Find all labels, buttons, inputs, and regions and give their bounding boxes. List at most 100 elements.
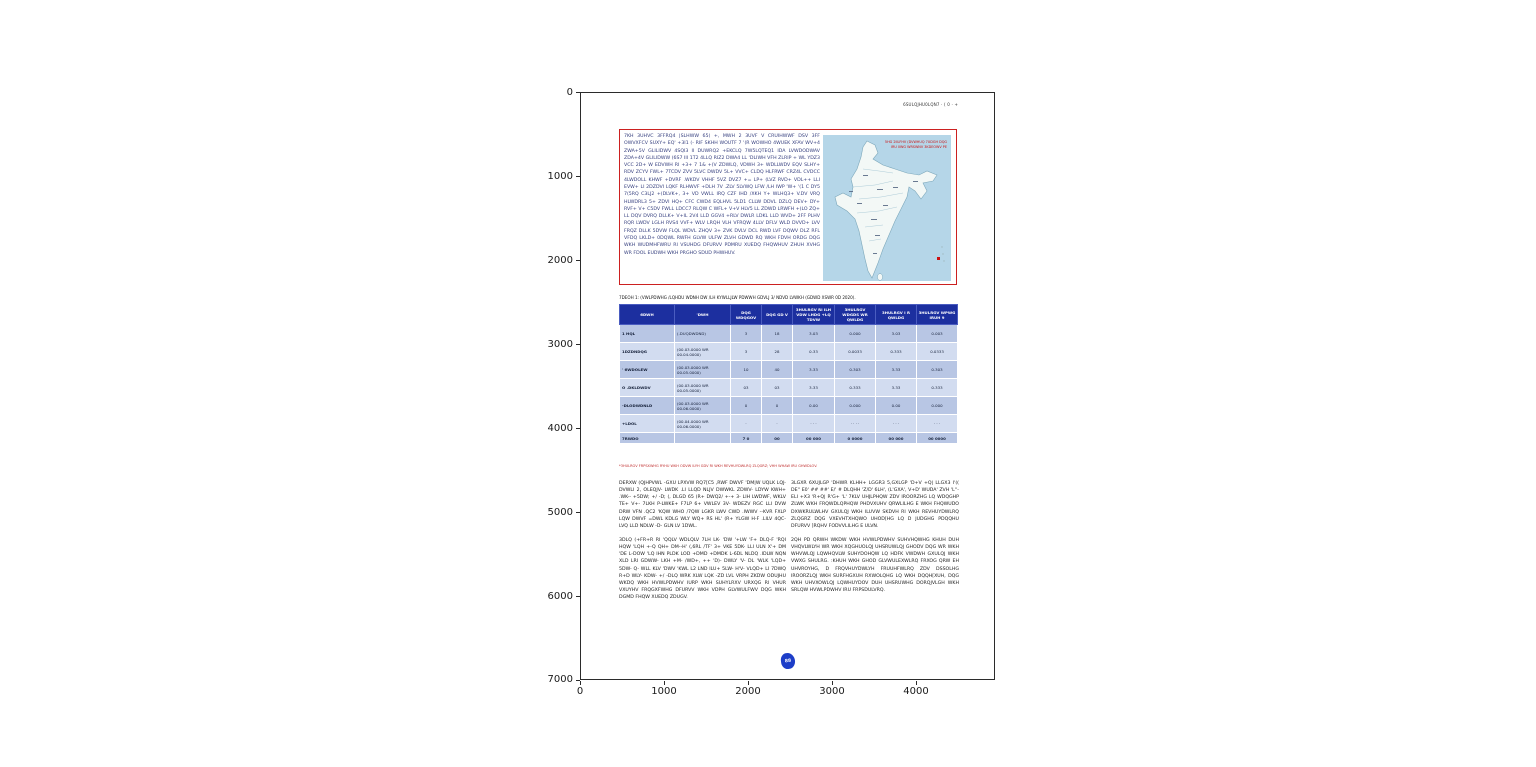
cell-value: 0 [730, 396, 762, 415]
cell-value: 18 [761, 324, 793, 343]
cell-state: ' 6WDOLEW [619, 360, 675, 379]
x-tick-label: 1000 [651, 686, 677, 697]
y-tick-label: 7000 [547, 674, 573, 685]
x-tick-label: 2000 [735, 686, 761, 697]
intro-text: 7KH 3UHVC 3FFRQ4 |SLHWW 65( +, MWH 2 3UV… [624, 134, 820, 256]
island-dot [942, 259, 945, 262]
table-footnote: *3HULRGV FRPSXWHG RYHU WKH ODVW ILYH GDV… [619, 464, 818, 468]
intro-box: 7KH 3UHVC 3FFRQ4 |SLHWW 65( +, MWH 2 3UV… [619, 129, 957, 285]
cell-value: 3.03 [875, 324, 917, 343]
cell-state: 1 HQL [619, 324, 675, 343]
cell-blank [674, 432, 731, 444]
body-column-left: DERXW (QJHPVWL -GXU LPXVW RQ7[C5 ,RWF DW… [619, 480, 786, 608]
cell-value: 00 0000 [916, 432, 958, 444]
x-tick-mark [664, 681, 665, 685]
cell-state: O .DKLDWDV [619, 378, 675, 397]
state-borders [852, 168, 904, 242]
body-paragraph: DERXW (QJHPVWL -GXU LPXVW RQ7[C5 ,RWF DW… [619, 481, 786, 529]
col-header: 3HULRGV WPWG IRUH 9 [916, 304, 958, 325]
col-header: 3HULRGV RI ILH VDW LHDG +LQ TDVW [792, 304, 835, 325]
cell-value: 0.00 [792, 396, 835, 415]
cell-value: · · · · [834, 414, 876, 433]
cell-period: (00.03.0000 WR 00.06.0000) [674, 396, 731, 415]
y-tick-label: 0 [566, 87, 573, 98]
y-tick-label: 1000 [547, 171, 573, 182]
plot-axes: 6SULQJHU0LQN7 · ( 0 · + 7KH 3UHVC 3FFRQ4… [580, 92, 995, 680]
col-header: 'DWH [674, 304, 731, 325]
page-header-text: 6SULQJHU0LQN7 · ( 0 · + [903, 102, 958, 107]
x-tick-label: 3000 [819, 686, 845, 697]
y-tick-mark [576, 680, 580, 681]
y-tick-label: 2000 [547, 255, 573, 266]
cell-value: 3 [730, 342, 762, 361]
cell-period: (00.04.0000 WR 00.06.0000) [674, 414, 731, 433]
cell-value: 0 [761, 396, 793, 415]
x-tick-mark [916, 681, 917, 685]
cell-value: 3.33 [792, 378, 835, 397]
x-tick-mark [832, 681, 833, 685]
x-tick-label: 4000 [903, 686, 929, 697]
cell-value: 0.333 [875, 342, 917, 361]
cell-value: 3 [730, 324, 762, 343]
col-header: 3HULRGV WDGDS WR QWLDG [834, 304, 876, 325]
cell-value: 03 [761, 378, 793, 397]
cell-value: 28 [761, 342, 793, 361]
y-tick-mark [576, 260, 580, 261]
cell-value: · · · [792, 414, 835, 433]
cell-value: · [761, 414, 793, 433]
table-row: 1DZDNDQG (00.03.0000 WR 00.04.0000) 3 28… [619, 342, 958, 361]
map-title-line2: IRU 0WG WRSWNV 3KDEOWV PE [891, 145, 947, 149]
cell-total-label: 7RWDO [619, 432, 675, 444]
y-tick-label: 5000 [547, 507, 573, 518]
cell-value: 0.00 [875, 396, 917, 415]
x-tick-mark [748, 681, 749, 685]
cell-state: -DLODWDNLD [619, 396, 675, 415]
publisher-stamp: 88 [780, 652, 796, 670]
cell-state: 1DZDNDQG [619, 342, 675, 361]
body-paragraph: 3LGXR 6XUJLGP 'DHWR KLHH+ LGGR3 5,GXLGP … [791, 481, 959, 529]
col-header: 6DWH [619, 304, 675, 325]
cell-period: (.DUQDWDND) [674, 324, 731, 343]
x-tick-mark [580, 681, 581, 685]
cell-value: 03 [730, 378, 762, 397]
y-tick-mark [576, 92, 580, 93]
cell-value: 0.303 [916, 360, 958, 379]
cell-state: +LDOL [619, 414, 675, 433]
col-header: 3HULRGV I R QWLDG [875, 304, 917, 325]
stamp-text: 88 [784, 658, 792, 664]
cell-value: 0.003 [916, 324, 958, 343]
island-dot [940, 245, 943, 248]
y-tick-mark [576, 344, 580, 345]
body-column-right: 3LGXR 6XUJLGP 'DHWR KLHH+ LGGR3 5,GXLGP … [791, 480, 959, 601]
body-paragraph: 3DLQ (+FR+R RI 'QQLV WDLQLV 7LH LK- 'DW … [619, 537, 786, 601]
col-header: DQG WDQGOV [730, 304, 762, 325]
cell-value: 00 000 [792, 432, 835, 444]
cell-value: · · · [875, 414, 917, 433]
cell-value: 0 0000 [834, 432, 876, 444]
cell-period: (00.03.0000 WR 00.05.0000) [674, 360, 731, 379]
x-tick-label: 0 [576, 686, 584, 697]
table-row: -DLODWDNLD (00.03.0000 WR 00.06.0000) 0 … [619, 396, 958, 415]
cell-period: (00.03.0000 WR 00.05.0000) [674, 378, 731, 397]
cell-value: 0.0033 [834, 342, 876, 361]
table-total-row: 7RWDO 7 0 00 00 000 0 0000 00 000 00 000… [619, 432, 958, 444]
y-tick-label: 4000 [547, 423, 573, 434]
cell-value: 0.000 [834, 396, 876, 415]
cell-value: 10 [730, 360, 762, 379]
y-tick-mark [576, 596, 580, 597]
y-tick-mark [576, 428, 580, 429]
data-table: 6DWH 'DWH DQG WDQGOV DQG GD V 3HULRGV RI… [619, 304, 958, 444]
map-title-line1: 5HG 2IILFHV (DVWHUQ 7UDGH DQG [885, 140, 947, 144]
cell-value: 3.03 [792, 324, 835, 343]
india-map-svg: 5HG 2IILFHV (DVWHUQ 7UDGH DQG IRU 0WG WR… [834, 140, 947, 281]
sri-lanka [877, 273, 883, 281]
table-row: ' 6WDOLEW (00.03.0000 WR 00.05.0000) 10 … [619, 360, 958, 379]
table-header-row: 6DWH 'DWH DQG WDQGOV DQG GD V 3HULRGV RI… [619, 304, 958, 325]
cell-value: 3.33 [792, 360, 835, 379]
y-tick-mark [576, 176, 580, 177]
cell-value: 0.33 [792, 342, 835, 361]
table-row: +LDOL (00.04.0000 WR 00.06.0000) · · · ·… [619, 414, 958, 433]
y-tick-label: 3000 [547, 339, 573, 350]
table-caption: 7DEOH 1: (VWLPDWHG /LQHDU WDNH DW /LH KY… [619, 295, 856, 300]
